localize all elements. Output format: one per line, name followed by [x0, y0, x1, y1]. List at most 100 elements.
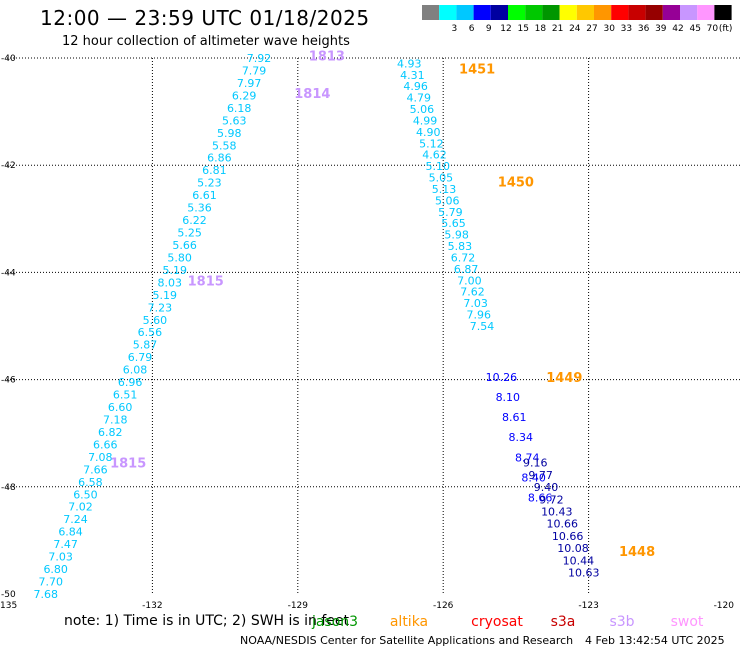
wave-height-value: 7.92: [247, 52, 272, 65]
wave-height-value: 5.19: [153, 289, 178, 302]
generated-timestamp: 4 Feb 13:42:54 UTC 2025: [585, 634, 725, 647]
wave-height-value: 10.66: [546, 518, 578, 531]
wave-height-value: 5.06: [435, 194, 460, 207]
wave-height-value: 5.13: [432, 183, 457, 196]
legend-tick-label: 36: [638, 24, 650, 34]
wave-height-value: 6.84: [58, 526, 83, 539]
wave-height-value: 8.74: [515, 451, 540, 464]
wave-height-value: 7.66: [83, 463, 108, 476]
legend-tick-label: 24: [569, 24, 581, 34]
wave-height-value: 6.51: [113, 389, 138, 402]
note-text: note: 1) Time is in UTC; 2) SWH is in fe…: [64, 613, 349, 629]
wave-height-value: 7.62: [460, 286, 485, 299]
legend-tick-label: 70: [707, 24, 719, 34]
wave-height-value: 7.24: [63, 513, 88, 526]
wave-height-value: 6.08: [123, 364, 148, 377]
wave-height-value: 6.87: [454, 263, 479, 276]
wave-height-value: 5.06: [410, 103, 435, 116]
wave-height-value: 5.98: [444, 229, 469, 242]
lon-tick-label: -123: [578, 601, 598, 611]
wave-height-value: 5.98: [217, 127, 242, 140]
satellite-name-cryosat: cryosat: [471, 614, 523, 630]
wave-height-value: 5.80: [167, 251, 192, 264]
legend-swatch: [662, 5, 680, 20]
wave-height-value: 5.60: [143, 314, 168, 327]
wave-height-value: 4.93: [397, 57, 422, 70]
wave-height-value: 6.96: [118, 376, 143, 389]
legend-swatch: [456, 5, 474, 20]
satellite-name-swot: swot: [671, 614, 704, 630]
wave-height-value: 5.12: [419, 137, 444, 150]
page-title: 12:00 — 23:59 UTC 01/18/2025: [40, 6, 370, 30]
wave-height-value: 4.99: [413, 114, 438, 127]
wave-height-value: 7.47: [53, 538, 78, 551]
legend-swatch: [559, 5, 577, 20]
legend-swatch: [490, 5, 508, 20]
satellite-name-s3b: s3b: [609, 614, 634, 630]
legend-tick-label: 21: [552, 24, 563, 34]
wave-height-value: 10.43: [541, 506, 573, 519]
legend-tick-label: 12: [500, 24, 511, 34]
lat-tick-label: -44: [1, 268, 16, 278]
wave-height-value: 5.23: [197, 177, 222, 190]
lon-tick-label: -126: [433, 601, 454, 611]
wave-height-value: 4.90: [416, 126, 441, 139]
wave-height-value: 5.87: [133, 339, 158, 352]
wave-height-value: 5.83: [448, 240, 473, 253]
lat-tick-label: -46: [1, 376, 16, 386]
wave-height-value: 7.23: [148, 301, 173, 314]
satellite-tracks: 7.927.797.976.296.185.635.985.586.866.81…: [34, 49, 656, 601]
wave-height-value: 4.62: [422, 149, 447, 162]
orbit-number-label: 1449: [546, 371, 582, 386]
legend-tick-label: 30: [603, 24, 615, 34]
wave-height-value: 5.63: [222, 114, 247, 127]
wave-height-value: 7.08: [88, 451, 113, 464]
orbit-number-label: 1815: [110, 457, 146, 472]
wave-height-value: 6.61: [192, 189, 217, 202]
lat-tick-label: -42: [1, 161, 16, 171]
wave-height-value: 10.63: [568, 567, 600, 580]
legend-tick-label: 3: [452, 24, 458, 34]
wave-height-value: 7.96: [467, 309, 492, 322]
wave-height-value: 6.29: [232, 89, 257, 102]
wave-height-value: 9.72: [539, 493, 564, 506]
legend-tick-label: 6: [469, 24, 475, 34]
wave-height-value: 5.65: [441, 217, 466, 230]
wave-height-value: 6.60: [108, 401, 133, 414]
legend-tick-label: 45: [689, 24, 700, 34]
wave-height-value: 8.10: [496, 391, 521, 404]
satellite-legend: jason3 altika cryosat s3a s3b swot: [311, 614, 704, 630]
legend-swatch: [422, 5, 440, 20]
legend-swatch: [697, 5, 715, 20]
wave-height-value: 5.58: [212, 139, 237, 152]
satellite-name-s3a: s3a: [551, 614, 576, 630]
wave-height-value: 6.56: [138, 326, 163, 339]
wave-height-value: 7.70: [38, 576, 63, 589]
wave-height-value: 10.66: [552, 530, 584, 543]
wave-height-value: 6.79: [128, 351, 153, 364]
lon-tick-label: -129: [288, 601, 309, 611]
legend-swatch: [680, 5, 698, 20]
wave-height-value: 7.54: [470, 320, 495, 333]
legend-tick-label: 9: [486, 24, 492, 34]
legend-tick-label: 39: [655, 24, 667, 34]
legend-swatch: [576, 5, 594, 20]
satellite-track: 10.26 8.10 8.61 8.34 8.74 8.40 8.66 1449: [486, 371, 583, 505]
wave-height-value: 6.81: [202, 164, 227, 177]
legend-tick-label: 33: [621, 24, 632, 34]
wave-height-value: 7.97: [237, 77, 262, 90]
wave-height-value: 7.03: [48, 551, 73, 564]
orbit-number-label: 1813: [309, 49, 345, 64]
wave-height-value: 6.80: [43, 563, 68, 576]
lon-tick-label: -135: [0, 601, 17, 611]
orbit-number-label: 1450: [498, 175, 534, 190]
wave-height-value: 5.10: [425, 160, 450, 173]
wave-height-value: 7.02: [68, 501, 93, 514]
wave-height-value: 6.82: [98, 426, 123, 439]
legend-tick-label: 42: [672, 24, 683, 34]
wave-height-value: 5.05: [429, 172, 454, 185]
wave-height-value: 5.25: [177, 227, 202, 240]
legend-unit-label: (ft): [719, 24, 733, 34]
legend-swatch: [473, 5, 491, 20]
